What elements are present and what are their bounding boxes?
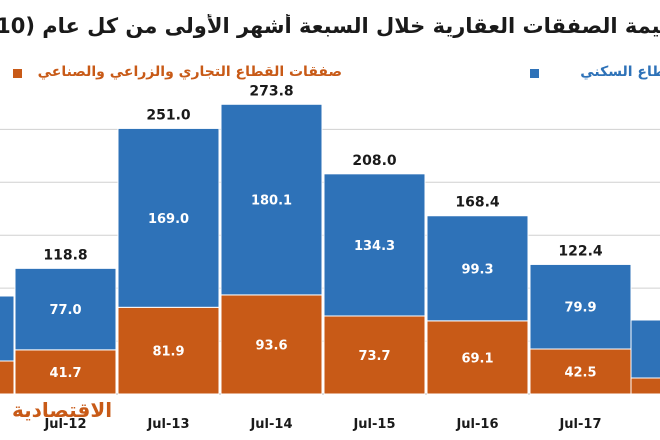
bar-residential xyxy=(220,103,323,296)
bar-commercial xyxy=(529,348,632,395)
bar-commercial xyxy=(220,294,323,395)
data-label-total: 122.4 xyxy=(558,243,603,259)
bar-partial-residential xyxy=(0,295,15,362)
legend-label-residential: القطاع السكني xyxy=(580,64,660,80)
bar-residential xyxy=(117,127,220,308)
data-label-total: 251.0 xyxy=(146,107,191,123)
bar-commercial xyxy=(323,315,426,395)
legend-swatch-residential xyxy=(530,69,539,78)
bar-residential xyxy=(323,173,426,317)
data-label-total: 208.0 xyxy=(352,153,397,169)
data-label-residential: 79.9 xyxy=(564,301,596,316)
bar-commercial xyxy=(426,320,529,395)
x-tick-label: Jul-12 xyxy=(43,417,86,432)
x-tick-label: Jul-14 xyxy=(249,417,292,432)
bar-commercial xyxy=(117,306,220,395)
data-label-total: 118.8 xyxy=(43,247,87,263)
bar-residential xyxy=(14,267,117,351)
x-tick-label: Jul-16 xyxy=(455,417,498,432)
data-label-residential: 180.1 xyxy=(251,194,292,209)
bar-commercial xyxy=(14,349,117,395)
bar-partial-commercial xyxy=(630,377,660,395)
data-label-residential: 99.3 xyxy=(461,262,493,277)
data-label-total: 168.4 xyxy=(455,195,500,211)
data-label-commercial: 42.5 xyxy=(564,366,596,381)
data-label-commercial: 81.9 xyxy=(152,345,184,360)
data-label-commercial: 73.7 xyxy=(358,349,390,364)
data-label-total: 273.8 xyxy=(249,83,293,99)
bar-residential xyxy=(426,215,529,322)
data-label-commercial: 41.7 xyxy=(49,366,81,381)
bar-partial-commercial xyxy=(0,360,15,395)
bar-residential xyxy=(529,263,632,350)
x-tick-label: Jul-13 xyxy=(146,417,189,432)
data-label-commercial: 93.6 xyxy=(255,338,287,353)
x-tick-label: Jul-15 xyxy=(352,417,395,432)
legend-label-commercial: صفقات القطاع التجاري والزراعي والصناعي xyxy=(37,64,342,80)
bar-partial-residential xyxy=(630,319,660,379)
chart-title: قيمة الصفقات العقارية خلال السبعة أشهر ا… xyxy=(0,14,660,38)
data-label-residential: 77.0 xyxy=(49,303,81,318)
data-label-commercial: 69.1 xyxy=(461,351,493,366)
data-label-residential: 134.3 xyxy=(354,239,395,254)
legend-swatch-commercial xyxy=(13,69,22,78)
data-label-residential: 169.0 xyxy=(148,212,189,227)
publisher-logo: الاقتصادية xyxy=(12,398,113,422)
x-tick-label: Jul-17 xyxy=(558,417,601,432)
